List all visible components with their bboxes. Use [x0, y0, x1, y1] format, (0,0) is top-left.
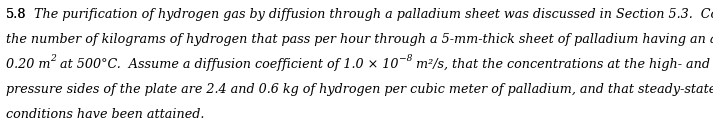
- Text: pressure sides of the plate are 2.4 and 0.6 kg of hydrogen per cubic meter of pa: pressure sides of the plate are 2.4 and …: [6, 83, 713, 96]
- Text: at 500°C.  Assume a diffusion coefficient of 1.0 × 10: at 500°C. Assume a diffusion coefficient…: [56, 58, 399, 71]
- Text: 0.20 m: 0.20 m: [6, 58, 51, 71]
- Text: 2: 2: [51, 54, 56, 63]
- Text: m²/s, that the concentrations at the high- and low-: m²/s, that the concentrations at the hig…: [412, 58, 713, 71]
- Text: conditions have been attained.: conditions have been attained.: [6, 108, 205, 121]
- Text: 5.8: 5.8: [6, 8, 26, 21]
- Text: 5.8  The purification of hydrogen gas by diffusion through a palladium sheet was: 5.8 The purification of hydrogen gas by …: [6, 8, 713, 21]
- Text: −8: −8: [399, 54, 412, 63]
- Text: 5.8: 5.8: [6, 8, 26, 21]
- Text: The purification of hydrogen gas by diffusion through a palladium sheet was disc: The purification of hydrogen gas by diff…: [26, 8, 713, 21]
- Text: the number of kilograms of hydrogen that pass per hour through a 5-mm-thick shee: the number of kilograms of hydrogen that…: [6, 33, 713, 46]
